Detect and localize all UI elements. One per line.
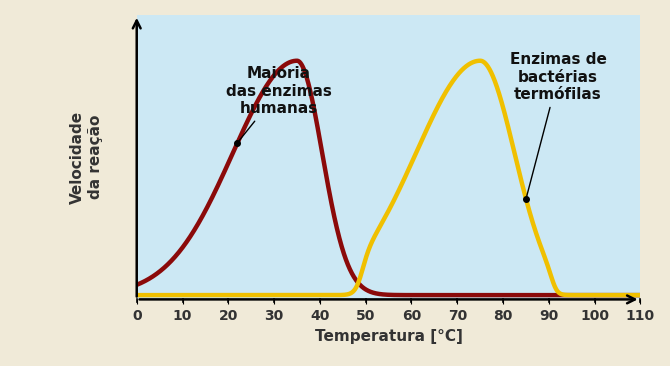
Text: Velocidade
da reação: Velocidade da reação — [70, 111, 103, 204]
X-axis label: Temperatura [°C]: Temperatura [°C] — [315, 329, 462, 344]
Text: Enzimas de
bactérias
termófilas: Enzimas de bactérias termófilas — [510, 52, 606, 197]
Text: Maioria
das enzimas
humanas: Maioria das enzimas humanas — [226, 67, 332, 141]
